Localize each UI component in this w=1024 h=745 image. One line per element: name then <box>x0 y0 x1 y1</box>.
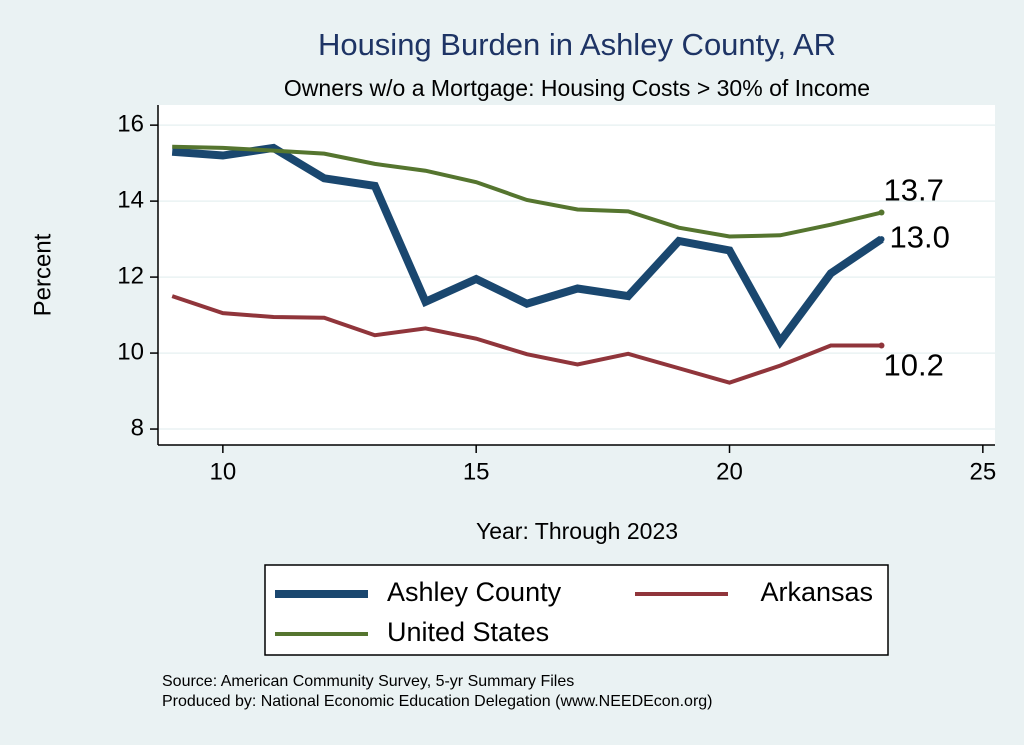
data-label: 13.0 <box>890 219 950 254</box>
x-tick-label: 25 <box>969 458 996 485</box>
data-label: 10.2 <box>884 348 944 383</box>
data-label: 13.7 <box>884 173 944 208</box>
series-line <box>171 294 882 385</box>
end-point <box>878 209 885 216</box>
series-line <box>172 144 882 239</box>
x-axis-label: Year: Through 2023 <box>476 518 678 544</box>
end-point <box>878 342 885 349</box>
y-tick-label: 16 <box>117 110 144 137</box>
series-line <box>171 143 884 350</box>
y-axis-label: Percent <box>29 233 56 316</box>
chart-title: Housing Burden in Ashley County, AR <box>318 27 836 62</box>
producer-note: Produced by: National Economic Education… <box>162 693 713 710</box>
x-tick-label: 20 <box>716 458 743 485</box>
legend-label: Arkansas <box>760 577 873 607</box>
x-tick-label: 15 <box>463 458 490 485</box>
legend-label: United States <box>387 617 549 647</box>
end-point <box>878 236 885 243</box>
y-tick-label: 8 <box>131 414 144 441</box>
chart-subtitle: Owners w/o a Mortgage: Housing Costs > 3… <box>284 75 870 101</box>
y-tick-label: 10 <box>117 338 144 365</box>
legend-label: Ashley County <box>387 577 562 607</box>
y-tick-label: 12 <box>117 262 144 289</box>
y-tick-label: 14 <box>117 186 144 213</box>
legend-box <box>264 564 889 656</box>
source-note: Source: American Community Survey, 5-yr … <box>162 673 574 690</box>
x-tick-label: 10 <box>210 458 237 485</box>
